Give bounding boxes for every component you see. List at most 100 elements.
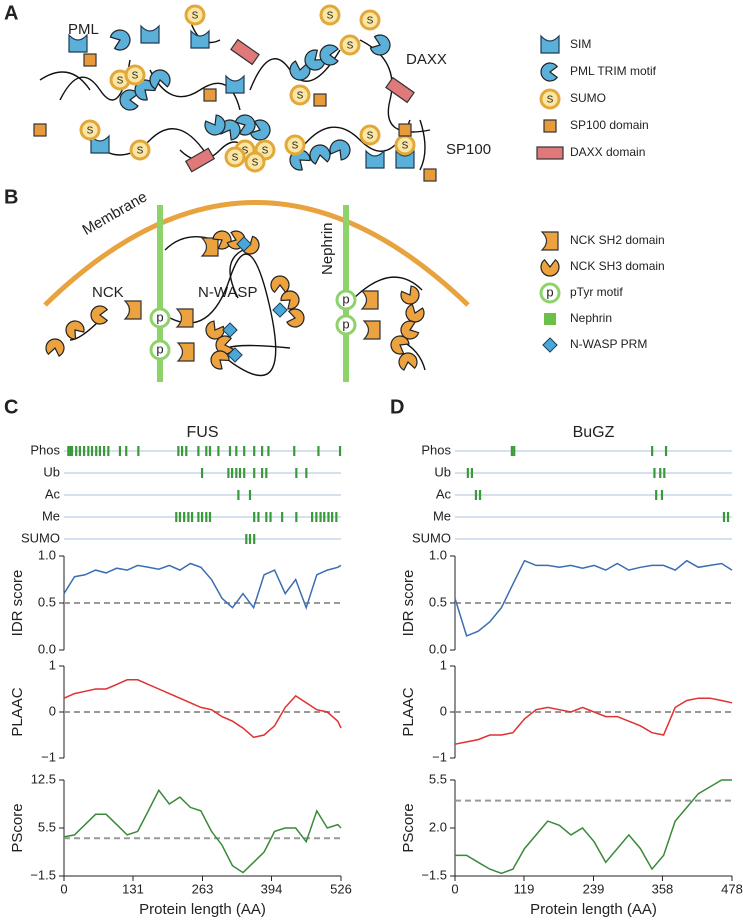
sumo bbox=[319, 4, 341, 26]
y-axis-label: PScore bbox=[400, 803, 417, 852]
ptm-site bbox=[261, 468, 264, 478]
sim bbox=[190, 29, 210, 49]
ptm-site bbox=[83, 446, 86, 456]
x-tick-label: 358 bbox=[652, 881, 674, 896]
x-tick-label: 263 bbox=[192, 881, 214, 896]
ptm-site bbox=[67, 446, 70, 456]
x-tick-label: 478 bbox=[721, 881, 743, 896]
ptm-site bbox=[69, 446, 72, 456]
protein-label: DAXX bbox=[406, 51, 447, 68]
ptm-site bbox=[227, 468, 230, 478]
prm bbox=[542, 337, 558, 353]
ptm-site bbox=[75, 446, 78, 456]
motif bbox=[398, 352, 418, 371]
sh2 bbox=[540, 231, 559, 251]
ptyr bbox=[149, 307, 171, 329]
ptyr bbox=[149, 339, 171, 361]
sumo bbox=[124, 64, 146, 86]
ptm-site bbox=[118, 446, 122, 456]
ptm-site bbox=[243, 446, 246, 456]
ptm-site bbox=[311, 512, 314, 522]
motif bbox=[400, 320, 420, 340]
motif bbox=[319, 44, 339, 66]
track-label: Ub bbox=[434, 464, 451, 479]
ptm-site bbox=[228, 446, 232, 456]
ptm-site bbox=[190, 512, 194, 522]
ptm-site bbox=[293, 446, 296, 456]
data-line bbox=[454, 559, 733, 637]
sumo bbox=[284, 134, 306, 156]
sumo-symbol: S bbox=[262, 146, 269, 157]
motif-shape bbox=[286, 308, 305, 328]
ptm-site bbox=[253, 446, 256, 456]
sp100-domain bbox=[203, 88, 217, 102]
ptm-site bbox=[478, 490, 482, 500]
sh2 bbox=[175, 308, 194, 328]
sumo bbox=[244, 151, 266, 173]
ptm-site bbox=[651, 446, 654, 456]
sumo bbox=[539, 88, 561, 110]
sp100-domain bbox=[423, 168, 437, 182]
ptm-site bbox=[197, 512, 200, 522]
ptm-site bbox=[235, 446, 238, 456]
motif bbox=[212, 230, 232, 250]
legend-label: SIM bbox=[570, 37, 591, 51]
x-tick-label: 0 bbox=[60, 881, 67, 896]
ptm-site bbox=[95, 446, 98, 456]
motif-shape bbox=[90, 305, 109, 325]
ptm-site bbox=[248, 490, 252, 500]
ptm-site bbox=[655, 490, 658, 500]
ptm-site bbox=[177, 446, 180, 456]
x-tick-label: 239 bbox=[583, 881, 605, 896]
data-line bbox=[454, 697, 733, 745]
motif bbox=[309, 144, 331, 165]
sh2 bbox=[176, 342, 195, 362]
y-tick-label: 0.0 bbox=[38, 641, 56, 656]
motif-shape bbox=[109, 29, 131, 51]
ptm-site bbox=[261, 446, 264, 456]
sim bbox=[140, 24, 160, 44]
motif-shape bbox=[149, 69, 171, 90]
ptm-site bbox=[98, 446, 102, 456]
sumo-symbol: S bbox=[547, 95, 554, 106]
ptm-site bbox=[269, 512, 272, 522]
y-tick-label: 0 bbox=[49, 703, 56, 718]
motif-shape bbox=[204, 114, 226, 136]
motif-shape bbox=[45, 338, 65, 357]
ptyr bbox=[335, 314, 357, 336]
ptm-site bbox=[107, 446, 110, 456]
sim bbox=[540, 34, 560, 54]
ptyr-symbol: p bbox=[342, 316, 349, 331]
y-tick-label: 1 bbox=[440, 657, 447, 672]
legend-label: N-WASP PRM bbox=[570, 337, 647, 351]
motif-shape bbox=[319, 44, 339, 66]
y-tick-label: 0 bbox=[440, 703, 447, 718]
ptm-site bbox=[267, 446, 270, 456]
motif bbox=[119, 89, 139, 111]
y-tick-label: 0.5 bbox=[38, 594, 56, 609]
ptm-site bbox=[87, 446, 90, 456]
motif bbox=[270, 275, 290, 294]
prm bbox=[272, 302, 288, 318]
sumo bbox=[129, 139, 151, 161]
sumo bbox=[224, 146, 246, 168]
protein-label: PML bbox=[68, 21, 99, 38]
sim bbox=[225, 74, 245, 94]
nephrin-icon bbox=[544, 313, 556, 325]
motif-shape bbox=[119, 89, 139, 111]
y-axis-label: IDR score bbox=[400, 570, 417, 637]
legend-label: pTyr motif bbox=[570, 285, 623, 299]
membrane bbox=[43, 200, 470, 307]
sp100-domain bbox=[33, 123, 47, 137]
y-tick-label: 1.0 bbox=[429, 547, 447, 562]
ptyr-symbol: p bbox=[156, 341, 163, 356]
track-label: Ac bbox=[436, 486, 452, 501]
ptm-site bbox=[660, 490, 664, 500]
sp100-domain bbox=[83, 53, 97, 67]
motif-shape bbox=[540, 258, 560, 277]
sp100-domain bbox=[543, 119, 557, 133]
ptm-site bbox=[338, 446, 342, 456]
ptyr bbox=[335, 289, 357, 311]
motif-shape bbox=[249, 119, 271, 141]
y-tick-label: 1.0 bbox=[38, 547, 56, 562]
